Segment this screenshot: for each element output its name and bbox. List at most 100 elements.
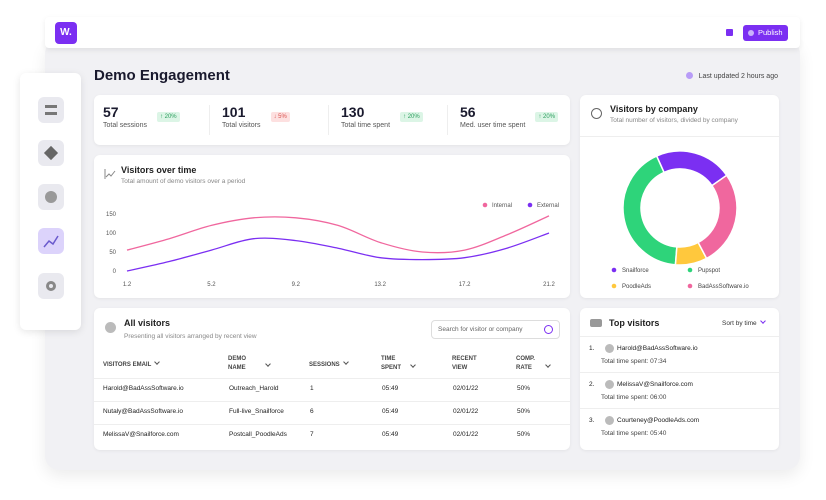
table-cell: 50% bbox=[517, 408, 531, 415]
legend-label: BadAssSoftware.io bbox=[698, 284, 749, 290]
table-cell: 02/01/22 bbox=[453, 431, 479, 438]
icon[interactable] bbox=[726, 29, 733, 36]
column-header: DEMO NAME bbox=[228, 355, 278, 373]
table-cell: Harold@BadAssSoftware.io bbox=[103, 385, 184, 392]
row-divider bbox=[94, 401, 570, 402]
x-tick-label: 1.2 bbox=[123, 282, 132, 288]
column-header-label: RECENT VIEW bbox=[452, 356, 477, 371]
stat-text: 56 Med. user time spent bbox=[460, 104, 525, 129]
glyph bbox=[45, 191, 57, 203]
visitor-email: MelissaV@Snailforce.com bbox=[617, 381, 693, 388]
x-tick-label: 9.2 bbox=[292, 282, 301, 288]
nav-settings[interactable] bbox=[38, 273, 64, 299]
table-cell: Full-live_Snailforce bbox=[229, 408, 284, 415]
column-header: VISITORS EMAIL bbox=[103, 359, 213, 370]
sidebar bbox=[20, 73, 81, 330]
glyph bbox=[45, 105, 57, 115]
visitor-detail: Total time spent: 05:40 bbox=[601, 430, 667, 437]
x-tick-label: 5.2 bbox=[207, 282, 216, 288]
nav-play[interactable] bbox=[38, 184, 64, 210]
legend-swatch bbox=[687, 283, 693, 289]
stat-text: 57 Total sessions bbox=[103, 104, 147, 129]
chart-icon bbox=[591, 108, 602, 119]
line-series bbox=[126, 232, 550, 272]
table-cell: 05:49 bbox=[382, 408, 399, 415]
y-tick-label: 150 bbox=[106, 212, 117, 218]
chart-title: Visitors over time bbox=[121, 165, 197, 175]
divider bbox=[328, 105, 329, 135]
glyph bbox=[46, 281, 56, 291]
search-box[interactable]: Search for visitor or company bbox=[431, 320, 560, 339]
x-tick-label: 13.2 bbox=[374, 282, 386, 288]
rank: 1. bbox=[589, 345, 595, 352]
line-series bbox=[126, 215, 550, 254]
x-tick-label: 17.2 bbox=[459, 282, 471, 288]
row-divider bbox=[94, 424, 570, 425]
stat-label: Total sessions bbox=[103, 122, 147, 129]
sort-dropdown[interactable]: Sort by time bbox=[722, 318, 766, 327]
column-header: TIME SPENT bbox=[381, 355, 426, 373]
search-placeholder: Search for visitor or company bbox=[438, 326, 523, 333]
stat-text: 101 Total visitors bbox=[222, 104, 261, 129]
publish-icon bbox=[748, 30, 754, 36]
table-cell: 05:49 bbox=[382, 431, 399, 438]
table-cell: 05:49 bbox=[382, 385, 399, 392]
page-title: Demo Engagement bbox=[94, 67, 230, 84]
line-chart-card: Visitors over time Total amount of demo … bbox=[94, 155, 570, 298]
nav-analytics[interactable] bbox=[38, 228, 64, 254]
glyph bbox=[43, 235, 59, 248]
stat-value: 101 bbox=[222, 104, 246, 120]
donut-slice bbox=[655, 150, 728, 187]
stat-label: Med. user time spent bbox=[460, 122, 526, 129]
legend-swatch bbox=[482, 202, 488, 208]
column-header-label: DEMO NAME bbox=[228, 356, 246, 371]
table-cell: 1 bbox=[310, 385, 314, 392]
avatar bbox=[605, 344, 614, 353]
rank: 2. bbox=[589, 381, 595, 388]
stat: 56 Med. user time spent ↑ 20% bbox=[460, 104, 559, 129]
glyph bbox=[43, 145, 59, 161]
chart-subtitle: Total amount of demo visitors over a per… bbox=[121, 178, 246, 185]
divider bbox=[580, 136, 779, 137]
y-tick-label: 0 bbox=[113, 269, 117, 275]
y-tick-label: 50 bbox=[109, 250, 116, 256]
table-cell: 6 bbox=[310, 408, 314, 415]
info-icon bbox=[685, 72, 693, 79]
last-updated: Last updated 2 hours ago bbox=[685, 72, 778, 80]
logo[interactable]: W. bbox=[55, 22, 77, 44]
chart-icon-line bbox=[105, 170, 116, 178]
table-cell: Nutaly@BadAssSoftware.io bbox=[103, 408, 183, 415]
sort-chevron bbox=[410, 362, 416, 368]
stat-value: 130 bbox=[341, 104, 365, 120]
nav-dashboard[interactable] bbox=[38, 97, 64, 123]
legend-swatch bbox=[611, 283, 617, 289]
nav-layers[interactable] bbox=[38, 140, 64, 166]
legend-label: PoodleAds bbox=[622, 284, 651, 290]
stat-text: 130 Total time spent bbox=[341, 104, 390, 129]
stat-label: Total visitors bbox=[222, 122, 261, 129]
visitor-detail: Total time spent: 06:00 bbox=[601, 394, 667, 401]
sort-label: Sort by time bbox=[722, 320, 757, 327]
donut-slice bbox=[697, 174, 738, 260]
chart-icon bbox=[104, 169, 116, 179]
search-icon bbox=[544, 325, 553, 334]
stat: 101 Total visitors ↓ 5% bbox=[222, 104, 290, 129]
chevron bbox=[759, 318, 766, 324]
sort-chevron bbox=[545, 362, 551, 368]
table-subtitle: Presenting all visitors arranged by rece… bbox=[124, 333, 257, 340]
legend-swatch bbox=[527, 202, 533, 208]
divider bbox=[580, 408, 779, 409]
stat-badge: ↓ 5% bbox=[270, 111, 290, 122]
table-cell: 50% bbox=[517, 431, 531, 438]
glyph-line bbox=[43, 235, 59, 248]
publish-button[interactable]: Publish bbox=[743, 25, 788, 41]
stat-badge: ↑ 20% bbox=[156, 111, 180, 122]
divider bbox=[580, 372, 779, 373]
table-cell: 7 bbox=[310, 431, 314, 438]
legend-label: Internal bbox=[492, 203, 512, 209]
column-header: COMP. RATE bbox=[516, 355, 561, 373]
stat-badge: ↑ 20% bbox=[400, 111, 423, 122]
publish-label: Publish bbox=[758, 28, 783, 37]
top-bar: W. Publish bbox=[45, 17, 800, 48]
